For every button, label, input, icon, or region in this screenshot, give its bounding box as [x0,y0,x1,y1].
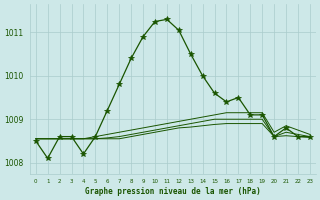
X-axis label: Graphe pression niveau de la mer (hPa): Graphe pression niveau de la mer (hPa) [85,187,261,196]
